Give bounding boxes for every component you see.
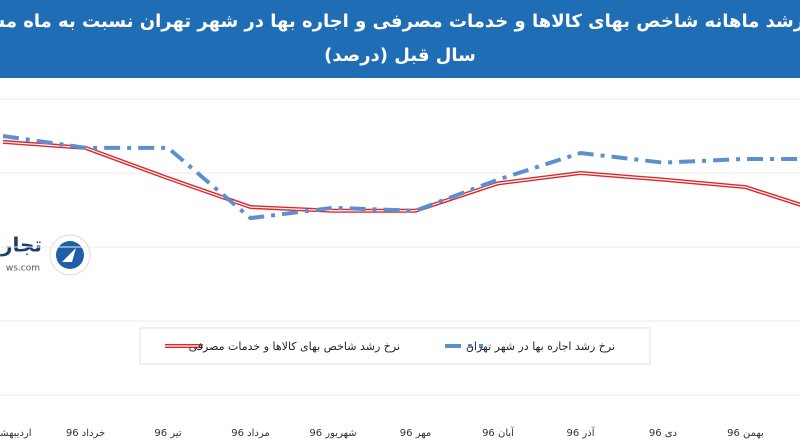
x-tick-label: آذر 96 [567, 426, 596, 439]
legend-label: نرخ رشد شاخص بهای کالاها و خدمات مصرفی [189, 340, 400, 353]
x-tick-label: آبان 96 [482, 426, 515, 439]
legend-label: نرخ رشد اجاره بها در شهر تهران [466, 340, 615, 353]
header-band [0, 0, 800, 78]
legend-box [139, 327, 651, 365]
x-tick-label: تیر 96 [154, 428, 181, 439]
series-line-inner [2, 141, 800, 212]
x-tick-label: مرداد 96 [231, 428, 269, 439]
x-tick-label: دی 96 [649, 428, 677, 439]
series-line [2, 134, 800, 221]
x-tick-label: مهر 96 [400, 428, 431, 439]
chart-subtitle: سال قبل (درصد) [324, 45, 476, 66]
x-tick-label: بهمن 96 [727, 428, 764, 439]
x-tick-label: اردیبهشت 96 [0, 428, 32, 439]
x-tick-label: شهریور 96 [309, 428, 356, 439]
logo: تجار ws.com [0, 233, 91, 276]
chart-title: د رشد ماهانه شاخص بهای کالاها و خدمات مص… [0, 11, 800, 32]
x-tick-label: خرداد 96 [66, 428, 105, 439]
logo-url: ws.com [6, 264, 40, 274]
logo-text: تجار [0, 233, 42, 257]
series-line [2, 139, 800, 213]
